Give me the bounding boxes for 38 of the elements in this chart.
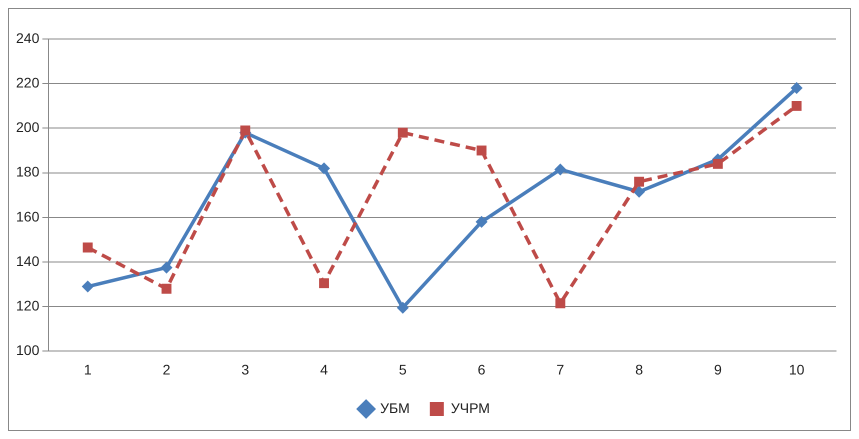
y-tick-label: 140: [16, 252, 40, 269]
y-tick-label: 240: [16, 30, 40, 46]
y-tick-label: 180: [16, 164, 40, 180]
x-tick-label: 2: [162, 361, 171, 378]
x-tick-label: 3: [241, 361, 250, 378]
point: [633, 186, 646, 198]
point: [634, 176, 644, 187]
legend-label: УЧРМ: [450, 400, 490, 416]
point: [554, 163, 566, 176]
legend-label: УБМ: [380, 400, 410, 416]
x-tick-label: 10: [788, 361, 805, 378]
y-tick-label: 120: [16, 297, 40, 314]
point: [792, 100, 802, 111]
point: [476, 216, 488, 228]
x-tick-label: 8: [635, 361, 644, 378]
y-tick-label: 220: [16, 74, 40, 90]
point: [318, 162, 330, 174]
point: [555, 298, 566, 308]
point: [398, 128, 408, 138]
point: [160, 262, 173, 274]
y-tick-label: 200: [16, 119, 40, 136]
x-tick-label: 9: [714, 361, 722, 378]
point: [82, 242, 93, 252]
x-tick-label: 7: [556, 361, 564, 378]
point: [790, 82, 803, 94]
x-tick-label: 6: [478, 361, 486, 378]
point: [396, 302, 409, 314]
x-tick-label: 5: [398, 361, 407, 378]
x-tick-label: 1: [84, 361, 92, 378]
x-tick-label: 4: [320, 361, 328, 378]
y-tick-label: 160: [16, 208, 40, 224]
point: [162, 284, 172, 294]
point: [319, 278, 329, 288]
point: [476, 146, 487, 156]
point: [712, 158, 723, 169]
point: [240, 125, 250, 136]
y-tick-label: 100: [16, 342, 40, 358]
point: [82, 280, 94, 293]
